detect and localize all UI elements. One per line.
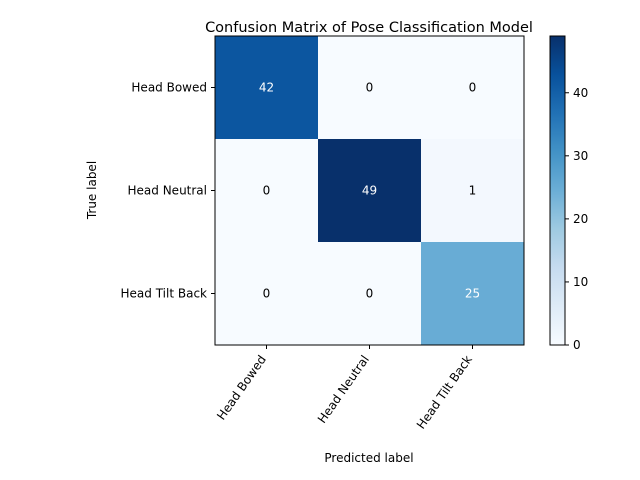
chart-title: Confusion Matrix of Pose Classification … xyxy=(205,20,533,36)
y-axis-ticks: Head Bowed Head Neutral Head Tilt Back xyxy=(121,81,215,301)
cell-value-label: 0 xyxy=(366,81,374,95)
y-tick-label: Head Neutral xyxy=(128,184,207,198)
colorbar-ticks: 0 10 20 30 40 xyxy=(565,86,588,352)
heatmap-cells xyxy=(215,36,525,346)
y-tick-label: Head Bowed xyxy=(131,81,207,95)
heatmap-cell xyxy=(215,139,319,243)
x-axis-ticks: Head Bowed Head Neutral Head Tilt Back xyxy=(214,345,475,432)
heatmap-cell xyxy=(318,242,422,346)
colorbar-tick-label: 10 xyxy=(573,275,588,289)
colorbar-tick-label: 20 xyxy=(573,212,588,226)
cell-value-label: 0 xyxy=(469,81,477,95)
heatmap-cell xyxy=(215,242,319,346)
heatmap-cell xyxy=(318,139,422,243)
cell-value-label: 49 xyxy=(362,184,377,198)
cell-value-label: 0 xyxy=(263,287,271,301)
heatmap-cell-labels: 42 0 0 0 49 1 0 0 25 xyxy=(259,81,480,301)
cell-value-label: 42 xyxy=(259,81,274,95)
y-tick-label: Head Tilt Back xyxy=(121,287,208,301)
colorbar-tick-label: 0 xyxy=(573,338,581,352)
x-tick-label: Head Neutral xyxy=(315,353,372,426)
x-tick-label: Head Bowed xyxy=(214,353,269,423)
heatmap-cell xyxy=(421,36,525,140)
x-axis-label: Predicted label xyxy=(324,451,413,465)
heatmap-cell xyxy=(318,36,422,140)
x-tick-label: Head Tilt Back xyxy=(414,353,475,432)
cell-value-label: 25 xyxy=(465,287,480,301)
cell-value-label: 1 xyxy=(469,184,477,198)
heatmap-cell xyxy=(215,36,319,140)
colorbar-tick-label: 30 xyxy=(573,149,588,163)
heatmap-cell xyxy=(421,139,525,243)
y-axis-label: True label xyxy=(85,161,99,220)
cell-value-label: 0 xyxy=(366,287,374,301)
colorbar-tick-label: 40 xyxy=(573,86,588,100)
heatmap-cell xyxy=(421,242,525,346)
cell-value-label: 0 xyxy=(263,184,271,198)
colorbar xyxy=(549,35,566,346)
